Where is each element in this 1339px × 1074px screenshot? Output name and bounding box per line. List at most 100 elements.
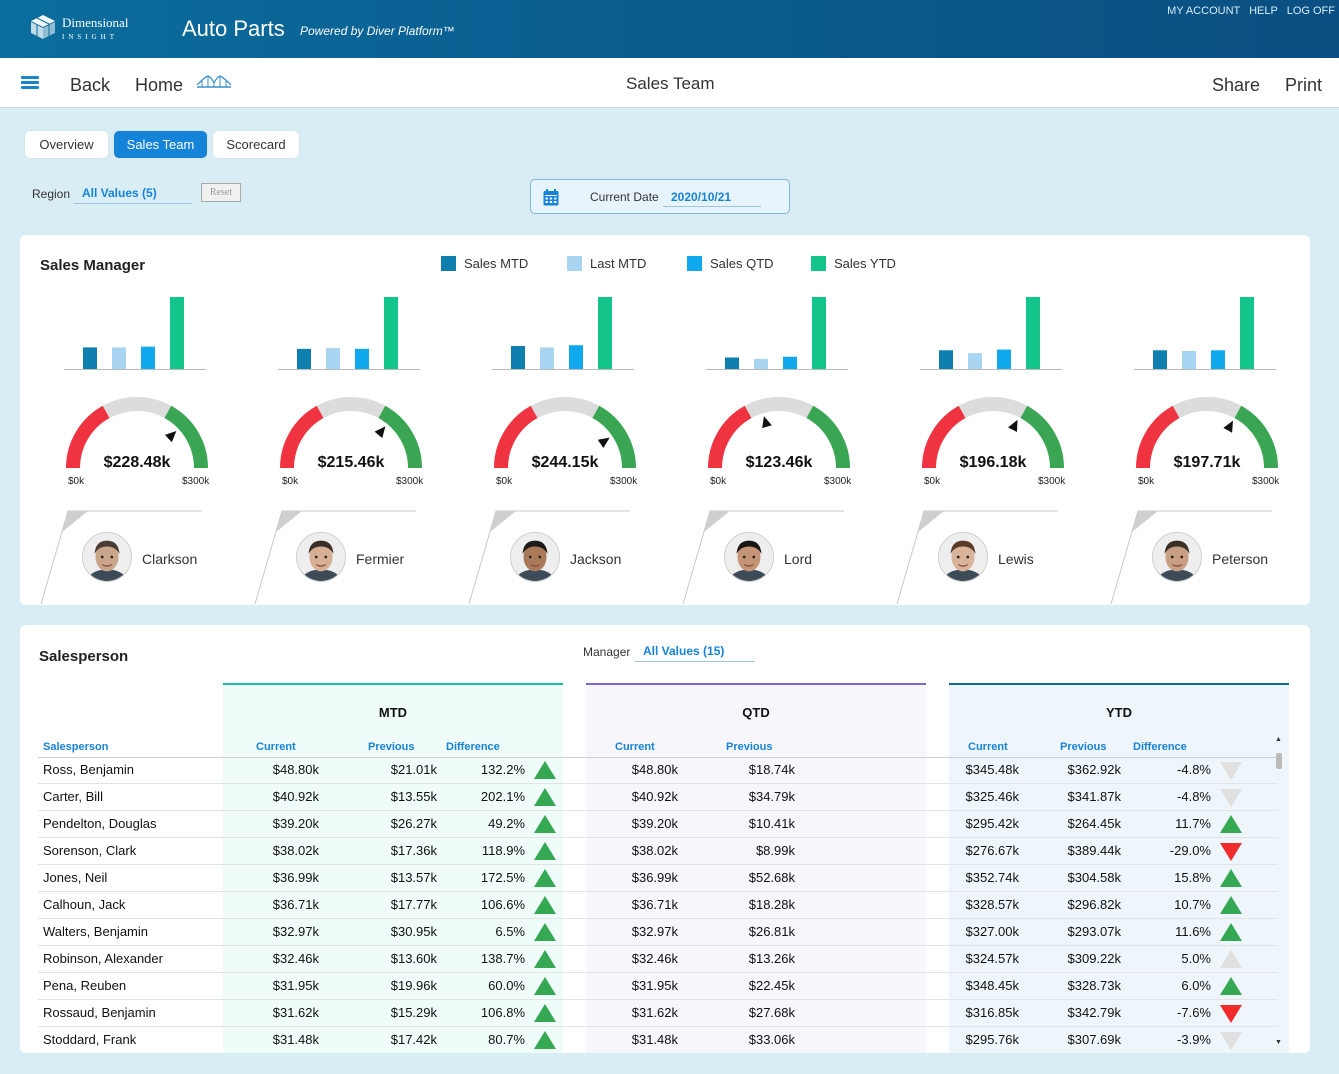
bar-last-mtd[interactable] <box>754 358 768 369</box>
help-link[interactable]: HELP <box>1249 5 1278 17</box>
table-row[interactable]: Ross, Benjamin $48.80k $21.01k 132.2% $48.80… <box>38 757 1278 784</box>
manager-name[interactable]: Lord <box>784 551 813 567</box>
manager-gauge[interactable] <box>494 390 636 470</box>
table-row[interactable]: Walters, Benjamin $32.97k $30.95k 6.5% $32.9… <box>38 919 1278 946</box>
back-button[interactable]: Back <box>70 75 111 95</box>
gauge-pointer <box>1008 419 1018 432</box>
bar-sales-mtd[interactable] <box>725 357 739 369</box>
bar-sales-mtd[interactable] <box>297 348 311 369</box>
print-button[interactable]: Print <box>1285 75 1323 95</box>
mtd-current: $40.92k <box>272 789 319 804</box>
scroll-thumb[interactable] <box>1276 753 1282 769</box>
bar-sales-ytd[interactable] <box>1240 297 1254 369</box>
scroll-up-icon[interactable]: ▲ <box>1275 736 1282 743</box>
bar-sales-qtd[interactable] <box>141 346 155 369</box>
calendar-icon[interactable] <box>543 189 559 206</box>
tab-overview[interactable]: Overview <box>25 131 108 158</box>
table-row[interactable]: Jones, Neil $36.99k $13.57k 172.5% $36.99k $5… <box>38 865 1278 892</box>
bar-last-mtd[interactable] <box>540 347 554 369</box>
col-ytd-current[interactable]: Current <box>968 741 1008 753</box>
col-mtd-difference[interactable]: Difference <box>446 741 500 753</box>
manager-filter-select[interactable]: All Values (15) <box>635 643 755 662</box>
manager-avatar[interactable] <box>296 532 346 582</box>
reset-button[interactable]: Reset <box>201 183 241 202</box>
tab-scorecard[interactable]: Scorecard <box>213 131 299 158</box>
my-account-link[interactable]: MY ACCOUNT <box>1167 5 1241 17</box>
manager-card[interactable] <box>896 510 1066 605</box>
manager-gauge[interactable] <box>922 390 1064 470</box>
gauge-min-label: $0k <box>68 476 85 487</box>
manager-name[interactable]: Clarkson <box>142 551 198 567</box>
scroll-down-icon[interactable]: ▼ <box>1275 1039 1282 1046</box>
manager-gauge[interactable] <box>708 390 850 470</box>
ytd-difference: 11.6% <box>1175 924 1211 939</box>
manager-avatar[interactable] <box>510 532 560 582</box>
bar-sales-qtd[interactable] <box>997 349 1011 369</box>
table-row[interactable]: Stoddard, Frank $31.48k $17.42k 80.7% $31.48… <box>38 1027 1278 1053</box>
col-qtd-current[interactable]: Current <box>615 741 655 753</box>
table-row[interactable]: Calhoun, Jack $36.71k $17.77k 106.6% $36.71k… <box>38 892 1278 919</box>
manager-name[interactable]: Peterson <box>1212 551 1269 567</box>
log-off-link[interactable]: LOG OFF <box>1286 5 1335 17</box>
table-scrollbar[interactable]: ▲ ▼ <box>1274 735 1284 1053</box>
mtd-previous: $17.36k <box>390 843 437 858</box>
bar-sales-ytd[interactable] <box>384 297 398 369</box>
col-qtd-previous[interactable]: Previous <box>726 741 773 753</box>
gauge-low-band <box>280 405 324 469</box>
table-row[interactable]: Robinson, Alexander $32.46k $13.60k 138.7% $… <box>38 946 1278 973</box>
trend-up-icon <box>534 869 556 887</box>
table-row[interactable]: Pena, Reuben $31.95k $19.96k 60.0% $31.95k $2… <box>38 973 1278 1000</box>
col-ytd-difference[interactable]: Difference <box>1133 741 1187 753</box>
bar-sales-qtd[interactable] <box>1211 350 1225 369</box>
manager-name[interactable]: Fermier <box>356 551 405 567</box>
ytd-current: $328.57k <box>965 897 1020 912</box>
bar-sales-qtd[interactable] <box>355 348 369 369</box>
table-row[interactable]: Rossaud, Benjamin $31.62k $15.29k 106.8% $31… <box>38 1000 1278 1027</box>
manager-gauge[interactable] <box>66 390 208 470</box>
table-row[interactable]: Carter, Bill $40.92k $13.55k 202.1% $40.92k $… <box>38 784 1278 811</box>
manager-gauge[interactable] <box>1136 390 1278 470</box>
bar-last-mtd[interactable] <box>112 347 126 369</box>
bar-sales-mtd[interactable] <box>511 345 525 369</box>
share-button[interactable]: Share <box>1212 75 1261 95</box>
table-row[interactable]: Pendelton, Douglas $39.20k $26.27k 49.2% $39… <box>38 811 1278 838</box>
manager-avatar[interactable] <box>1152 532 1202 582</box>
bar-sales-mtd[interactable] <box>83 347 97 369</box>
home-button[interactable]: Home <box>135 75 184 95</box>
manager-name[interactable]: Jackson <box>570 551 622 567</box>
bar-last-mtd[interactable] <box>968 353 982 369</box>
bar-sales-qtd[interactable] <box>783 356 797 369</box>
bar-sales-ytd[interactable] <box>812 297 826 369</box>
manager-card[interactable] <box>682 510 852 605</box>
bar-sales-mtd[interactable] <box>939 350 953 369</box>
region-filter-select[interactable]: All Values (5) <box>74 185 192 204</box>
bar-sales-ytd[interactable] <box>170 297 184 369</box>
manager-avatar[interactable] <box>938 532 988 582</box>
table-row[interactable]: Sorenson, Clark $38.02k $17.36k 118.9% $38.0… <box>38 838 1278 865</box>
manager-card[interactable] <box>254 510 424 605</box>
mtd-difference: 60.0% <box>488 978 525 993</box>
hamburger-menu-icon[interactable] <box>21 76 39 90</box>
manager-card[interactable] <box>1110 510 1280 605</box>
qtd-previous: $10.41k <box>748 816 795 831</box>
mtd-previous: $13.55k <box>390 789 437 804</box>
current-date-field[interactable]: 2020/10/21 <box>663 188 761 207</box>
manager-gauge[interactable] <box>280 390 422 470</box>
manager-avatar[interactable] <box>724 532 774 582</box>
tab-sales-team[interactable]: Sales Team <box>114 131 207 158</box>
col-salesperson[interactable]: Salesperson <box>43 741 109 753</box>
bar-sales-ytd[interactable] <box>598 297 612 369</box>
manager-avatar[interactable] <box>82 532 132 582</box>
bar-last-mtd[interactable] <box>326 348 340 369</box>
bar-last-mtd[interactable] <box>1182 351 1196 369</box>
col-ytd-previous[interactable]: Previous <box>1060 741 1107 753</box>
bar-sales-qtd[interactable] <box>569 345 583 369</box>
bridge-icon[interactable] <box>196 75 232 91</box>
bar-sales-mtd[interactable] <box>1153 350 1167 369</box>
col-mtd-current[interactable]: Current <box>256 741 296 753</box>
manager-name[interactable]: Lewis <box>998 551 1034 567</box>
col-mtd-previous[interactable]: Previous <box>368 741 415 753</box>
manager-card[interactable] <box>40 510 210 605</box>
manager-card[interactable] <box>468 510 638 605</box>
bar-sales-ytd[interactable] <box>1026 297 1040 369</box>
